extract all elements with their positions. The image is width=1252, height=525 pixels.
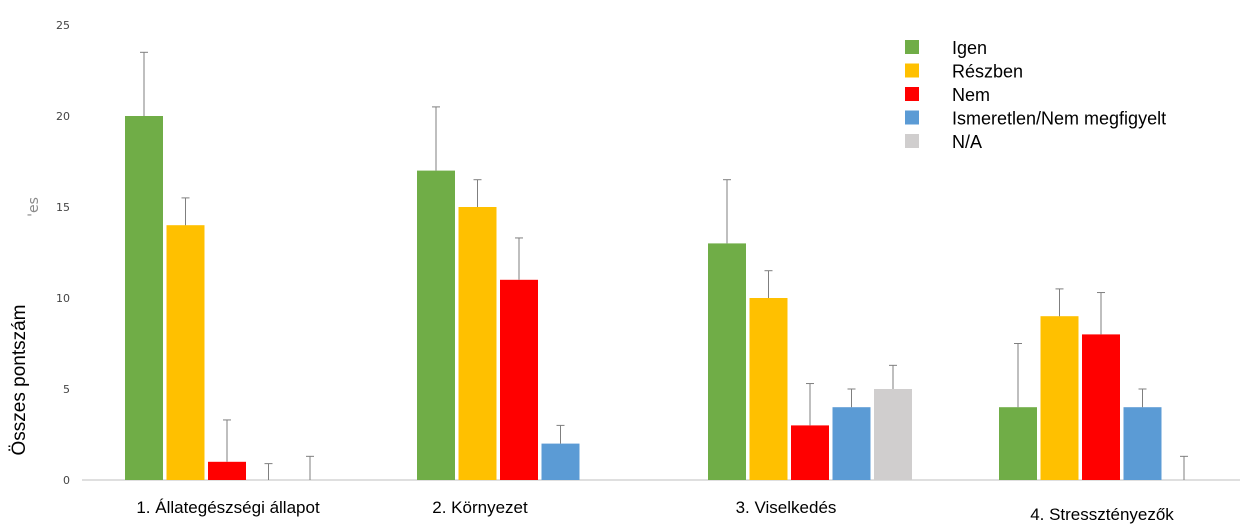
error-bar-3-5 bbox=[889, 364, 897, 389]
category-label-2: 2. Környezet bbox=[432, 498, 528, 517]
error-bar-4-1 bbox=[1014, 343, 1022, 408]
error-bar-2-2 bbox=[473, 179, 482, 207]
legend: Igen Részben Nem Ismeretlen/Nem megfigyelt N… bbox=[905, 38, 1166, 152]
legend-swatch bbox=[905, 63, 919, 78]
bar-3-3 bbox=[791, 425, 829, 480]
legend-label: Részben bbox=[952, 62, 1023, 82]
legend-swatch bbox=[905, 40, 919, 54]
category-label-1: 1. Állategészségi állapot bbox=[136, 498, 320, 517]
error-bar-4-5 bbox=[1180, 455, 1188, 480]
bar-3-4 bbox=[832, 407, 871, 480]
legend-item-3: Nem bbox=[905, 85, 990, 105]
bar-4-2 bbox=[1040, 316, 1079, 480]
error-bar-3-4 bbox=[847, 388, 856, 408]
y-tick-label: 10 bbox=[56, 292, 70, 305]
bar-4-1 bbox=[999, 407, 1037, 480]
legend-item-4: Ismeretlen/Nem megfigyelt bbox=[905, 109, 1166, 129]
y-tick-label: 25 bbox=[56, 19, 70, 32]
bar-1-3 bbox=[208, 461, 246, 480]
error-bar-2-3 bbox=[515, 237, 523, 280]
category-label-3: 3. Viselkedés bbox=[736, 498, 837, 517]
category-labels: 1. Állategészségi állapot 2. Környezet 3. … bbox=[136, 498, 1174, 524]
error-bar-1-3 bbox=[223, 419, 231, 462]
error-bar-3-2 bbox=[764, 270, 773, 298]
y-tick-label: 0 bbox=[63, 474, 70, 487]
y-axis-label: Összes pontszám bbox=[9, 305, 30, 456]
bar-1-2 bbox=[166, 225, 205, 480]
error-bar-3-1 bbox=[723, 179, 731, 244]
legend-swatch bbox=[905, 134, 919, 148]
bar-3-5 bbox=[874, 389, 912, 480]
legend-item-1: Igen bbox=[905, 38, 987, 58]
y-axis-ghost-label: 'es bbox=[26, 197, 42, 217]
error-bar-4-3 bbox=[1097, 292, 1105, 335]
legend-item-2: Részben bbox=[905, 62, 1023, 82]
y-tick-label: 15 bbox=[56, 201, 70, 214]
legend-label: N/A bbox=[952, 132, 982, 152]
error-bar-2-4 bbox=[556, 424, 565, 444]
bars bbox=[125, 116, 1162, 480]
bar-3-1 bbox=[708, 243, 746, 480]
category-label-4: 4. Stressztényezők bbox=[1030, 505, 1174, 524]
y-tick-label: 20 bbox=[56, 110, 70, 123]
bar-4-4 bbox=[1123, 407, 1162, 480]
legend-swatch bbox=[905, 110, 919, 125]
error-bar-1-4 bbox=[264, 463, 273, 480]
error-bar-1-2 bbox=[181, 197, 190, 226]
error-bar-1-5 bbox=[306, 455, 314, 480]
bar-4-3 bbox=[1082, 334, 1120, 480]
bar-2-3 bbox=[500, 279, 538, 480]
error-bar-4-2 bbox=[1055, 288, 1064, 317]
error-bar-4-4 bbox=[1138, 388, 1147, 408]
bar-1-1 bbox=[125, 116, 163, 480]
bar-2-1 bbox=[417, 170, 455, 480]
legend-label: Igen bbox=[952, 38, 987, 58]
y-tick-labels: 0 5 10 15 20 25 bbox=[56, 19, 70, 487]
legend-label: Ismeretlen/Nem megfigyelt bbox=[952, 109, 1166, 129]
legend-swatch bbox=[905, 87, 919, 101]
error-bar-2-1 bbox=[432, 106, 440, 171]
legend-item-5: N/A bbox=[905, 132, 982, 152]
error-bar-3-3 bbox=[806, 383, 814, 426]
bar-3-2 bbox=[749, 298, 788, 480]
y-tick-label: 5 bbox=[63, 383, 70, 396]
error-bars bbox=[140, 51, 1188, 480]
error-bar-1-1 bbox=[140, 51, 148, 116]
legend-label: Nem bbox=[952, 85, 990, 105]
bar-2-4 bbox=[541, 443, 580, 480]
bar-2-2 bbox=[458, 207, 497, 480]
